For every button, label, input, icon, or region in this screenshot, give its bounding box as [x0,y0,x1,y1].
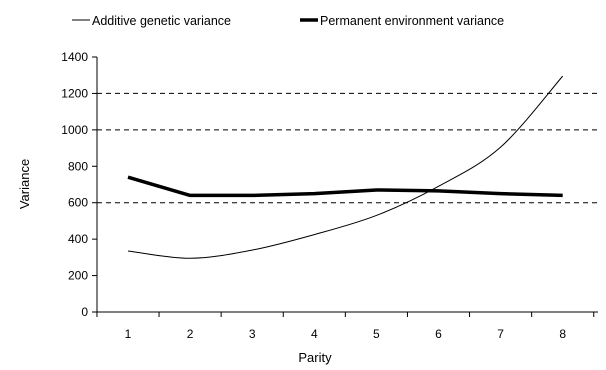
y-tick-label: 600 [68,196,88,210]
gridlines [97,92,598,204]
x-tick-label: 8 [559,327,566,341]
y-axis-title: Variance [17,159,32,209]
x-tick-label: 2 [187,327,194,341]
y-tick-label: 1200 [61,86,88,100]
axes [96,57,598,313]
y-tick-label: 0 [81,305,88,319]
x-axis-title: Parity [298,350,332,365]
legend-label-additive-genetic-variance: Additive genetic variance [92,14,231,28]
y-tick-label: 1000 [61,123,88,137]
legend-label-permanent-environment-variance: Permanent environment variance [320,14,504,28]
x-tick-label: 6 [435,327,442,341]
x-tick-label: 1 [125,327,132,341]
x-tick-label: 4 [311,327,318,341]
y-tick-label: 400 [68,232,88,246]
x-tick-label: 7 [497,327,504,341]
y-tick-label: 200 [68,269,88,283]
y-tick-label: 800 [68,159,88,173]
series-line-additive-genetic-variance [127,75,564,259]
x-axis-ticks: 1 2 3 4 5 6 7 8 [96,312,595,341]
y-axis-ticks: 0 200 400 600 800 1000 1200 1400 [61,50,97,319]
y-tick-label: 1400 [61,50,88,64]
legend: Additive genetic variance Permanent envi… [72,14,504,28]
series-line-permanent-environment-variance [127,175,563,198]
series-layer [127,75,564,259]
x-tick-label: 5 [373,327,380,341]
x-tick-label: 3 [249,327,256,341]
